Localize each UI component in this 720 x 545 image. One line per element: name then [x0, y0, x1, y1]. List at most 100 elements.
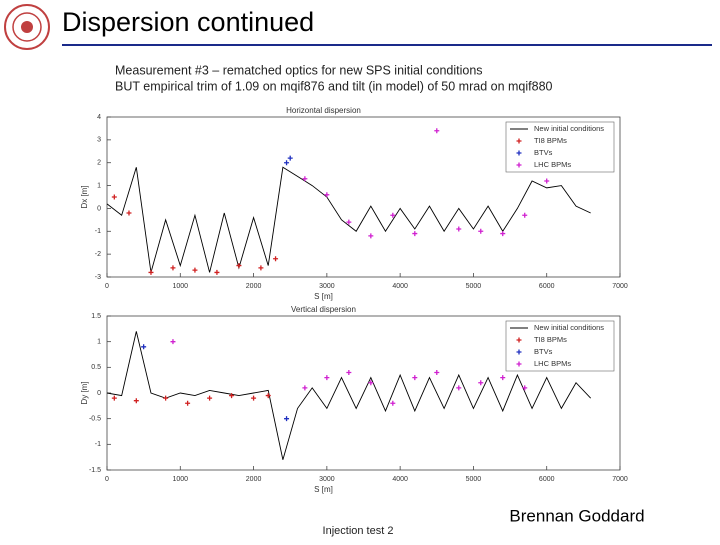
y-tick-label: 0: [97, 205, 101, 212]
x-axis-label: S [m]: [314, 485, 333, 494]
data-point: [500, 375, 506, 381]
data-point: [163, 395, 169, 401]
y-tick-label: 0.5: [91, 364, 101, 371]
data-point: [522, 212, 528, 218]
chart-title: Horizontal dispersion: [286, 106, 361, 115]
x-tick-label: 0: [105, 476, 109, 483]
x-tick-label: 4000: [392, 476, 408, 483]
legend-label: LHC BPMs: [534, 160, 571, 169]
data-point: [324, 192, 330, 198]
x-tick-label: 1000: [172, 476, 188, 483]
data-point: [141, 344, 147, 350]
logo: [4, 4, 50, 50]
x-axis-label: S [m]: [314, 292, 333, 301]
data-point: [434, 128, 440, 134]
data-point: [478, 228, 484, 234]
y-tick-label: 1.5: [91, 313, 101, 320]
legend-label: BTVs: [534, 148, 553, 157]
plot-frame: [106, 116, 621, 278]
data-point: [284, 416, 290, 422]
x-tick-label: 7000: [612, 476, 628, 483]
x-tick-label: 0: [105, 283, 109, 290]
data-point: [390, 400, 396, 406]
x-tick-label: 4000: [392, 283, 408, 290]
x-tick-label: 6000: [539, 476, 555, 483]
data-point: [544, 178, 550, 184]
data-point: [207, 395, 213, 401]
x-tick-label: 3000: [319, 476, 335, 483]
legend-marker: [516, 349, 522, 355]
data-point: [522, 385, 528, 391]
y-tick-label: 0: [97, 390, 101, 397]
data-point: [412, 375, 418, 381]
slide-title: Dispersion continued: [62, 7, 314, 37]
x-tick-label: 2000: [246, 476, 262, 483]
data-line: [106, 331, 592, 460]
y-tick-label: 4: [97, 114, 101, 121]
y-tick-label: 3: [97, 137, 101, 144]
data-point: [265, 393, 271, 399]
y-tick-label: -1: [95, 441, 101, 448]
x-tick-label: 1000: [172, 283, 188, 290]
data-point: [192, 267, 198, 273]
data-point: [324, 375, 330, 381]
y-tick-label: 2: [97, 160, 101, 167]
legend-box: [505, 320, 615, 372]
data-point: [287, 155, 293, 161]
y-axis-label: Dx [m]: [80, 185, 89, 208]
data-point: [148, 269, 154, 275]
data-point: [236, 263, 242, 269]
y-tick-label: -3: [95, 274, 101, 281]
data-point: [111, 194, 117, 200]
legend-marker: [516, 138, 522, 144]
data-point: [434, 369, 440, 375]
legend-label: LHC BPMs: [534, 359, 571, 368]
data-point: [229, 393, 235, 399]
legend-label: BTVs: [534, 347, 553, 356]
legend-marker: [516, 150, 522, 156]
chart-title: Vertical dispersion: [291, 305, 356, 314]
legend-label: TI8 BPMs: [534, 136, 567, 145]
legend-marker: [516, 162, 522, 168]
legend-label: TI8 BPMs: [534, 335, 567, 344]
data-point: [478, 380, 484, 386]
data-line: [106, 166, 591, 273]
y-tick-label: 1: [97, 339, 101, 346]
footer-right: Brennan Goddard: [509, 506, 644, 525]
x-tick-label: 2000: [246, 283, 262, 290]
data-point: [111, 395, 117, 401]
data-point: [390, 212, 396, 218]
subtitle: BUT empirical trim of 1.09 on mqif876 an…: [115, 79, 553, 93]
data-point: [368, 380, 374, 386]
data-point: [500, 231, 506, 237]
data-point: [412, 231, 418, 237]
data-point: [214, 269, 220, 275]
subtitle: Measurement #3 – rematched optics for ne…: [115, 63, 483, 77]
y-tick-label: -1: [95, 228, 101, 235]
data-point: [368, 233, 374, 239]
data-point: [346, 219, 352, 225]
data-point: [170, 265, 176, 271]
y-axis-label: Dy [m]: [80, 381, 89, 404]
data-point: [258, 265, 264, 271]
legend-box: [505, 121, 615, 173]
legend-marker: [516, 337, 522, 343]
data-point: [126, 210, 132, 216]
data-point: [284, 160, 290, 166]
data-point: [456, 385, 462, 391]
x-tick-label: 5000: [466, 476, 482, 483]
x-tick-label: 6000: [539, 283, 555, 290]
y-tick-label: 1: [97, 182, 101, 189]
legend-label: New initial conditions: [534, 124, 604, 133]
x-tick-label: 7000: [612, 283, 628, 290]
x-tick-label: 3000: [319, 283, 335, 290]
data-point: [251, 395, 257, 401]
data-point: [302, 385, 308, 391]
y-tick-label: -0.5: [89, 416, 101, 423]
data-point: [456, 226, 462, 232]
data-point: [346, 369, 352, 375]
y-tick-label: -1.5: [89, 467, 101, 474]
footer-left: Injection test 2: [323, 525, 394, 537]
data-point: [302, 176, 308, 182]
